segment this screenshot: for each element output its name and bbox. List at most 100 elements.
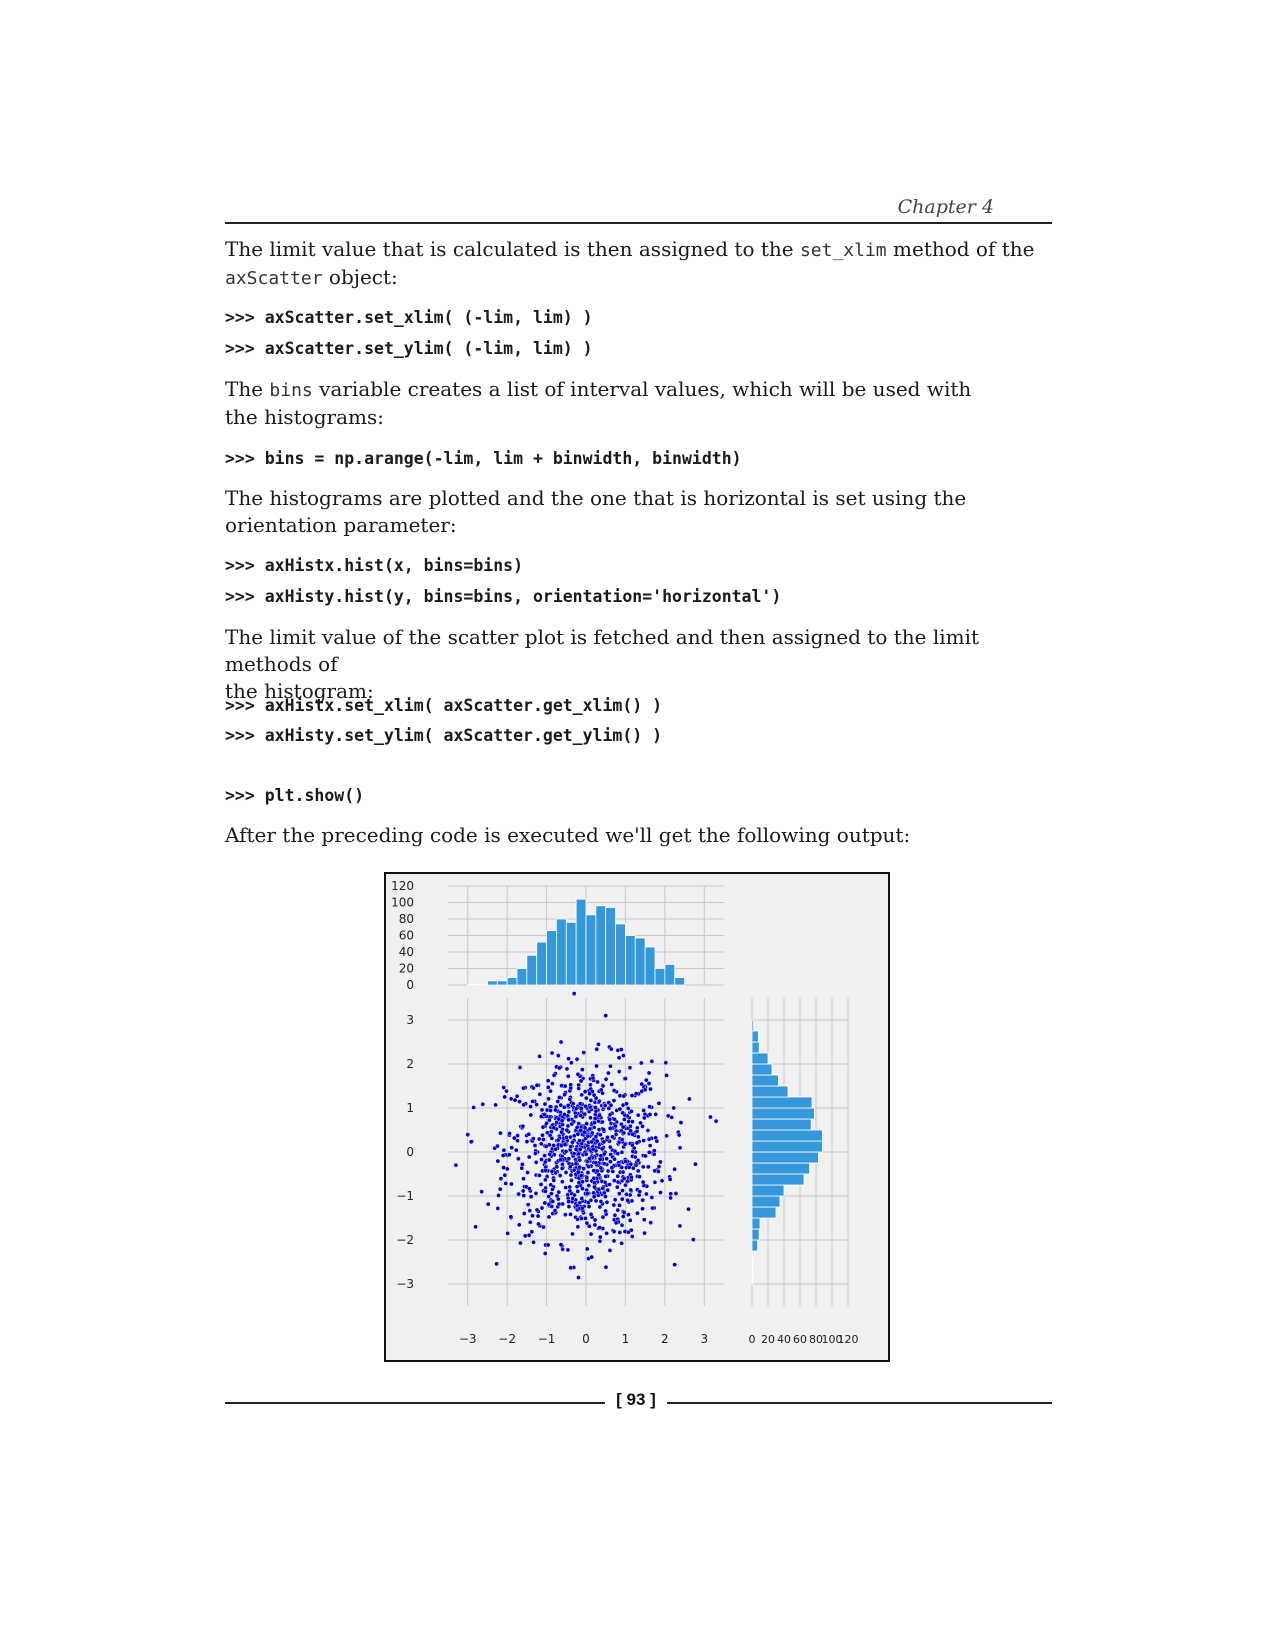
right-hist-bar xyxy=(751,1085,789,1098)
scatter-point xyxy=(555,1137,561,1143)
scatter-point xyxy=(497,1186,503,1192)
scatter-point xyxy=(551,1143,556,1148)
scatter-point xyxy=(628,1187,634,1193)
code-line: >>> axScatter.set_xlim( (-lim, lim) ) xyxy=(225,308,593,327)
scatter-point xyxy=(578,1173,584,1178)
scatter-point xyxy=(621,1176,627,1181)
paragraph-text: The limit value of the scatter plot is f… xyxy=(225,625,980,676)
right-hist-bar xyxy=(751,1261,754,1274)
scatter-point xyxy=(556,1065,562,1071)
scatter-point xyxy=(565,1247,571,1253)
scatter-point xyxy=(531,1085,536,1091)
top-hist-bar xyxy=(536,941,547,986)
code-line: >>> axHistx.hist(x, bins=bins) xyxy=(225,556,524,575)
scatter-point xyxy=(515,1138,520,1144)
scatter-point xyxy=(639,1088,645,1094)
top-hist-ytick: 120 xyxy=(391,879,414,893)
scatter-point xyxy=(646,1136,652,1142)
scatter-point xyxy=(560,1162,565,1167)
scatter-point xyxy=(651,1151,657,1157)
scatter-point xyxy=(548,1088,553,1094)
scatter-point xyxy=(509,1181,514,1187)
scatter-point xyxy=(600,1119,605,1125)
scatter-point xyxy=(498,1130,503,1136)
scatter-point xyxy=(621,1053,626,1058)
top-hist-bar xyxy=(516,968,528,986)
scatter-point xyxy=(587,1156,592,1161)
scatter-point xyxy=(621,1093,627,1099)
scatter-point xyxy=(543,1189,548,1194)
right-hist-bar xyxy=(751,1107,815,1120)
inline-code: axScatter xyxy=(225,268,323,289)
scatter-point xyxy=(473,1224,478,1230)
scatter-point xyxy=(639,1081,645,1087)
scatter-point xyxy=(590,1146,596,1152)
scatter-point xyxy=(546,1157,552,1163)
scatter-point xyxy=(569,1060,574,1066)
scatter-point xyxy=(542,1251,548,1256)
scatter-point xyxy=(545,1130,550,1135)
right-hist-bar xyxy=(751,1217,761,1230)
right-hist-bar xyxy=(751,1228,760,1241)
scatter-point xyxy=(558,1242,564,1247)
right-hist-bar xyxy=(751,1129,823,1142)
code-line: >>> axHisty.hist(y, bins=bins, orientati… xyxy=(225,587,782,606)
scatter-point xyxy=(503,1181,509,1186)
scatter-point xyxy=(576,1086,581,1091)
scatter-point xyxy=(586,1164,591,1169)
scatter-ytick: 3 xyxy=(406,1013,414,1027)
scatter-point xyxy=(581,1050,587,1055)
scatter-point xyxy=(585,1200,591,1205)
scatter-point xyxy=(565,1103,571,1108)
code-line: >>> axHistx.set_xlim( axScatter.get_xlim… xyxy=(225,696,663,715)
scatter-point xyxy=(587,1126,593,1132)
top-hist-bar xyxy=(565,921,577,986)
scatter-point xyxy=(574,1184,580,1189)
scatter-point xyxy=(516,1222,522,1228)
scatter-point xyxy=(565,1073,571,1079)
scatter-point xyxy=(628,1128,633,1134)
paragraph-text: The limit value that is calculated is th… xyxy=(225,237,800,261)
right-hist-bar xyxy=(751,1118,812,1131)
scatter-point xyxy=(621,1210,627,1215)
code-line: >>> plt.show() xyxy=(225,786,365,805)
scatter-point xyxy=(549,1191,554,1196)
scatter-point xyxy=(603,1174,609,1179)
scatter-point xyxy=(647,1104,652,1110)
scatter-point xyxy=(479,1189,484,1194)
scatter-point xyxy=(520,1162,525,1167)
scatter-point xyxy=(626,1119,631,1124)
scatter-point xyxy=(534,1207,540,1213)
right-hist-bar xyxy=(751,1041,760,1054)
scatter-point xyxy=(623,1182,628,1188)
scatter-point xyxy=(494,1261,499,1267)
scatter-xtick: 3 xyxy=(700,1332,708,1346)
scatter-point xyxy=(619,1222,625,1228)
scatter-point xyxy=(608,1159,613,1165)
scatter-point xyxy=(612,1156,617,1162)
scatter-point xyxy=(601,1127,606,1132)
scatter-point xyxy=(587,1223,592,1229)
scatter-point xyxy=(578,1113,583,1118)
scatter-point xyxy=(593,1160,599,1166)
top-hist-ytick: 100 xyxy=(391,896,414,910)
scatter-point xyxy=(579,1205,585,1211)
scatter-point xyxy=(471,1105,476,1110)
scatter-point xyxy=(637,1174,642,1179)
scatter-point xyxy=(595,1168,600,1174)
scatter-point xyxy=(515,1133,520,1138)
scatter-point xyxy=(531,1240,536,1245)
scatter-point xyxy=(591,1175,597,1181)
footer-rule-right xyxy=(667,1402,1052,1404)
scatter-point xyxy=(611,1202,617,1208)
paragraph-text: The xyxy=(225,377,270,401)
scatter-point xyxy=(564,1135,569,1140)
scatter-point xyxy=(596,1042,601,1047)
scatter-point xyxy=(537,1092,543,1097)
paragraph-2: The bins variable creates a list of inte… xyxy=(225,376,1055,431)
scatter-point xyxy=(555,1099,561,1104)
scatter-point xyxy=(551,1178,556,1183)
scatter-point xyxy=(677,1223,683,1229)
scatter-point xyxy=(566,1109,572,1115)
scatter-xtick: 0 xyxy=(582,1332,590,1346)
